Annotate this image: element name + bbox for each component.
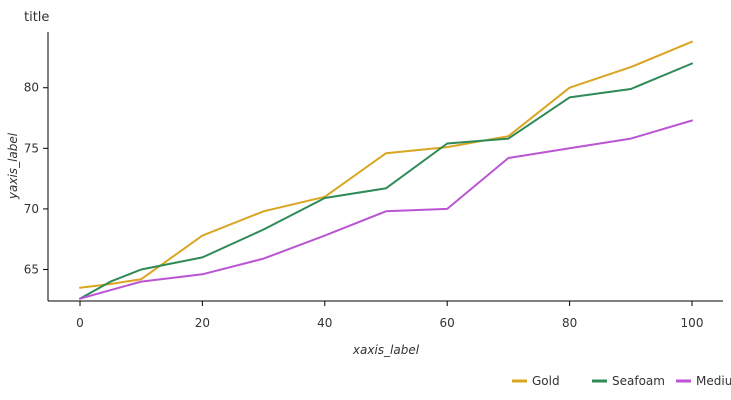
y-axis-label: yaxis_label [6,132,20,200]
y-tick-label: 80 [24,81,39,95]
legend-label: Gold [532,374,560,388]
series-lines [79,40,693,300]
legend-label: Medium Orchid [696,374,731,388]
x-axis-ticks: 0 20 40 60 80 100 [76,301,703,330]
x-axis-label: xaxis_label [352,343,420,357]
x-tick-label: 100 [681,316,704,330]
x-tick-label: 20 [195,316,210,330]
x-tick-label: 80 [562,316,577,330]
series-line-gold [79,40,693,289]
series-line-seafoam [79,62,693,300]
x-tick-label: 40 [317,316,332,330]
chart-title: title [24,10,49,25]
y-tick-label: 65 [24,262,39,276]
y-axis-ticks: 65 70 75 80 [24,81,48,276]
y-tick-label: 75 [24,141,39,155]
legend: Gold Seafoam Medium Orchid [512,374,731,388]
x-tick-label: 60 [440,316,455,330]
x-tick-label: 0 [76,316,84,330]
legend-label: Seafoam [612,374,665,388]
y-tick-label: 70 [24,202,39,216]
series-line-medium-orchid [79,119,693,300]
